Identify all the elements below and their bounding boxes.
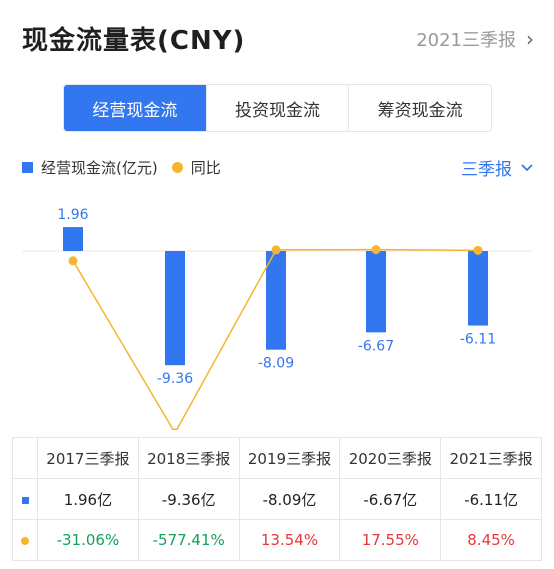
table-cell: 13.54% [238, 519, 341, 561]
legend-series2-label: 同比 [190, 159, 221, 177]
tab-operating-cashflow[interactable]: 经营现金流 [64, 85, 206, 131]
table-cell: -9.36亿 [137, 478, 240, 520]
period-select[interactable]: 三季报 [461, 155, 534, 180]
table-header-cell: 2017三季报 [37, 437, 139, 479]
bar-2019三季报[interactable] [266, 251, 286, 350]
report-period-link[interactable]: 2021三季报 › [416, 26, 534, 52]
table-cell: -6.11亿 [440, 478, 542, 520]
table-corner-cell [12, 437, 38, 479]
period-select-label: 三季报 [461, 160, 512, 180]
data-table: 2017三季报 2018三季报 2019三季报 2020三季报 2021三季报 … [12, 437, 542, 561]
legend-bar-swatch [22, 162, 33, 173]
header: 现金流量表(CNY) 2021三季报 › [0, 0, 554, 80]
report-period-label: 2021三季报 [416, 30, 516, 51]
bar-value-label: -9.36 [157, 371, 193, 387]
cashflow-chart: 1.96 -9.36 -8.09 -6.67 -6.11 [22, 207, 532, 430]
bar-2017三季报[interactable] [63, 227, 83, 251]
page-title: 现金流量表(CNY) [22, 26, 246, 56]
table-cell: -8.09亿 [238, 478, 341, 520]
chevron-down-icon [521, 163, 533, 171]
bar-2021三季报[interactable] [468, 251, 488, 326]
row-marker-cell [12, 478, 38, 520]
row-marker-cell [12, 519, 38, 561]
table-header-cell: 2021三季报 [440, 437, 542, 479]
tab-financing-cashflow[interactable]: 筹资现金流 [348, 85, 491, 131]
table-cell: 17.55% [339, 519, 442, 561]
yoy-point-2017三季报[interactable] [68, 256, 78, 266]
line-series-marker-icon [21, 537, 29, 545]
table-header-cell: 2020三季报 [339, 437, 442, 479]
bar-value-label: -6.67 [358, 338, 394, 354]
table-cell: 8.45% [440, 519, 542, 561]
table-cell: -31.06% [37, 519, 139, 561]
yoy-point-2021三季报[interactable] [473, 245, 483, 255]
bar-value-label: -8.09 [258, 356, 294, 372]
table-row-yoy: -31.06% -577.41% 13.54% 17.55% 8.45% [12, 519, 542, 561]
table-cell: -577.41% [137, 519, 240, 561]
table-cell: 1.96亿 [37, 478, 139, 520]
legend-line-swatch [171, 162, 183, 173]
bar-value-label: 1.96 [57, 207, 88, 223]
yoy-point-2020三季报[interactable] [371, 245, 381, 255]
cashflow-tabs: 经营现金流 投资现金流 筹资现金流 [63, 84, 492, 132]
table-header-row: 2017三季报 2018三季报 2019三季报 2020三季报 2021三季报 [12, 437, 542, 479]
chevron-right-icon: › [526, 27, 534, 51]
yoy-point-2018三季报[interactable] [171, 428, 180, 430]
bar-2018三季报[interactable] [165, 251, 185, 366]
bar-2020三季报[interactable] [366, 251, 386, 333]
table-row-cashflow: 1.96亿 -9.36亿 -8.09亿 -6.67亿 -6.11亿 [12, 478, 542, 520]
legend-series1-label: 经营现金流(亿元) [41, 159, 158, 177]
table-header-cell: 2019三季报 [238, 437, 341, 479]
table-header-cell: 2018三季报 [137, 437, 240, 479]
tab-investing-cashflow[interactable]: 投资现金流 [205, 85, 349, 131]
yoy-point-2019三季报[interactable] [271, 245, 281, 255]
chart-legend: 经营现金流(亿元) 同比 [22, 157, 221, 178]
bar-value-label: -6.11 [460, 332, 496, 348]
table-cell: -6.67亿 [339, 478, 442, 520]
bar-series-marker-icon [21, 497, 29, 504]
